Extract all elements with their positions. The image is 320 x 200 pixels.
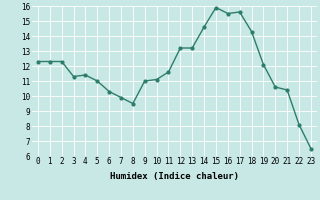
X-axis label: Humidex (Indice chaleur): Humidex (Indice chaleur) (110, 172, 239, 181)
